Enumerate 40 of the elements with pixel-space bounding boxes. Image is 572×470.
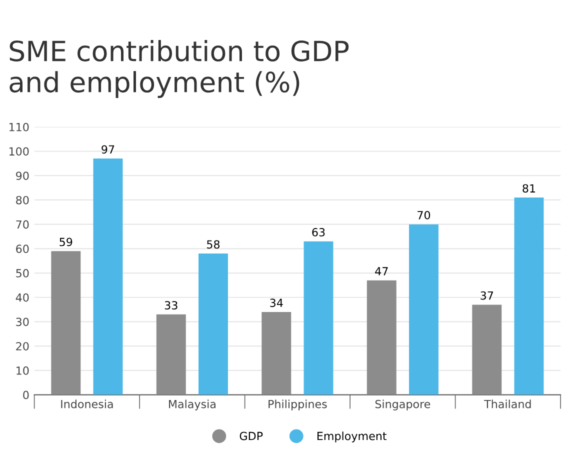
- y-tick-label: 10: [16, 366, 29, 375]
- y-tick-label: 80: [16, 196, 29, 204]
- data-label: 37: [480, 291, 494, 300]
- x-tick-label: Singapore: [375, 400, 430, 410]
- x-tick-label: Indonesia: [61, 400, 113, 408]
- bar: [472, 304, 502, 395]
- y-tick-label: 70: [16, 220, 29, 229]
- bar: [156, 314, 186, 395]
- bar: [514, 198, 544, 395]
- data-label: 34: [270, 298, 283, 308]
- data-label: 59: [60, 238, 72, 246]
- data-label: 47: [375, 267, 388, 276]
- y-tick-label: 20: [16, 342, 29, 350]
- data-label: 97: [102, 145, 114, 154]
- data-label: 70: [418, 210, 430, 220]
- y-tick-label: 90: [16, 172, 29, 180]
- data-label: 58: [207, 240, 220, 249]
- y-tick-label: 60: [16, 244, 29, 254]
- bar: [366, 280, 396, 395]
- y-tick-label: 40: [16, 293, 29, 302]
- legend-label: GDP: [240, 432, 263, 440]
- data-label: 81: [522, 184, 536, 193]
- x-tick-label: Philippines: [268, 400, 327, 410]
- y-tick-label: 100: [9, 147, 29, 156]
- x-tick-label: Thailand: [484, 400, 531, 408]
- bar: [262, 312, 292, 395]
- bar: [304, 241, 334, 395]
- bar: [409, 224, 438, 395]
- legend-label: Employment: [317, 432, 387, 442]
- y-tick-label: 0: [23, 390, 29, 400]
- y-tick-label: 30: [16, 318, 29, 326]
- data-label: 63: [312, 228, 325, 236]
- y-tick-label: 110: [9, 122, 29, 132]
- bar: [51, 251, 81, 395]
- data-label: 33: [164, 301, 178, 310]
- bar: [93, 158, 123, 395]
- chart-title: SME contribution to GDP and employment (%): [10, 40, 349, 98]
- bar: [198, 254, 228, 395]
- y-tick-label: 50: [16, 269, 29, 278]
- x-tick-label: Malaysia: [169, 400, 216, 410]
